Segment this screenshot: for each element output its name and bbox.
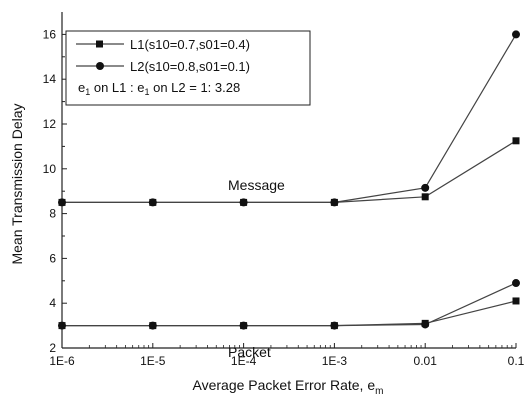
data-point-circle — [148, 321, 157, 330]
legend-label-l2: L2(s10=0.8,s01=0.1) — [130, 59, 250, 74]
x-tick-label: 1E-5 — [140, 354, 166, 368]
legend-ratio-note: e1 on L1 : e1 on L2 = 1: 3.28 — [78, 80, 240, 97]
data-point-square — [512, 137, 520, 145]
data-point-circle — [330, 321, 339, 330]
data-point-circle — [58, 321, 66, 330]
data-point-square — [512, 297, 520, 305]
x-tick-label: 0.01 — [414, 354, 438, 368]
y-tick-label: 14 — [43, 72, 57, 86]
data-point-circle — [421, 183, 430, 192]
data-point-circle — [58, 198, 66, 207]
y-tick-label: 10 — [43, 162, 57, 176]
legend-marker-square — [96, 40, 103, 48]
series-markers — [58, 30, 520, 330]
y-tick-label: 2 — [49, 341, 56, 355]
y-tick-label: 16 — [43, 27, 57, 41]
series-line-3 — [62, 300, 517, 327]
data-point-circle — [512, 30, 520, 39]
x-tick-label: 0.1 — [508, 354, 525, 368]
y-tick-label: 8 — [49, 207, 56, 221]
data-point-circle — [512, 279, 520, 288]
legend-label-l1: L1(s10=0.7,s01=0.4) — [130, 37, 250, 52]
legend-marker-circle — [96, 62, 104, 70]
x-tick-label: 1E-6 — [49, 354, 75, 368]
data-point-circle — [239, 321, 248, 330]
data-point-circle — [330, 198, 339, 207]
x-tick-label: 1E-3 — [322, 354, 348, 368]
x-tick-label: 1E-4 — [231, 354, 257, 368]
series-line-2 — [62, 34, 517, 203]
message-annotation: Message — [228, 177, 285, 193]
y-tick-label: 6 — [49, 251, 56, 265]
axes: 2 4 6 8 10 12 14 16 1E-6 1E-5 1E-4 1E-3 0.01 0.1 — [43, 12, 525, 368]
series-lines — [62, 34, 517, 327]
data-point-circle — [148, 198, 157, 207]
data-point-circle — [239, 198, 248, 207]
legend: L1(s10=0.7,s01=0.4) L2(s10=0.8,s01=0.1) … — [65, 30, 311, 106]
y-tick-label: 4 — [49, 296, 56, 310]
series-line-4 — [62, 282, 517, 327]
legend-box — [65, 30, 311, 106]
y-axis-label: Mean Transmission Delay — [9, 103, 25, 264]
y-tick-label: 12 — [43, 117, 57, 131]
data-point-circle — [421, 320, 430, 329]
x-axis-label: Average Packet Error Rate, em — [193, 377, 384, 397]
data-point-square — [421, 193, 429, 201]
packet-annotation: Packet — [228, 344, 271, 360]
